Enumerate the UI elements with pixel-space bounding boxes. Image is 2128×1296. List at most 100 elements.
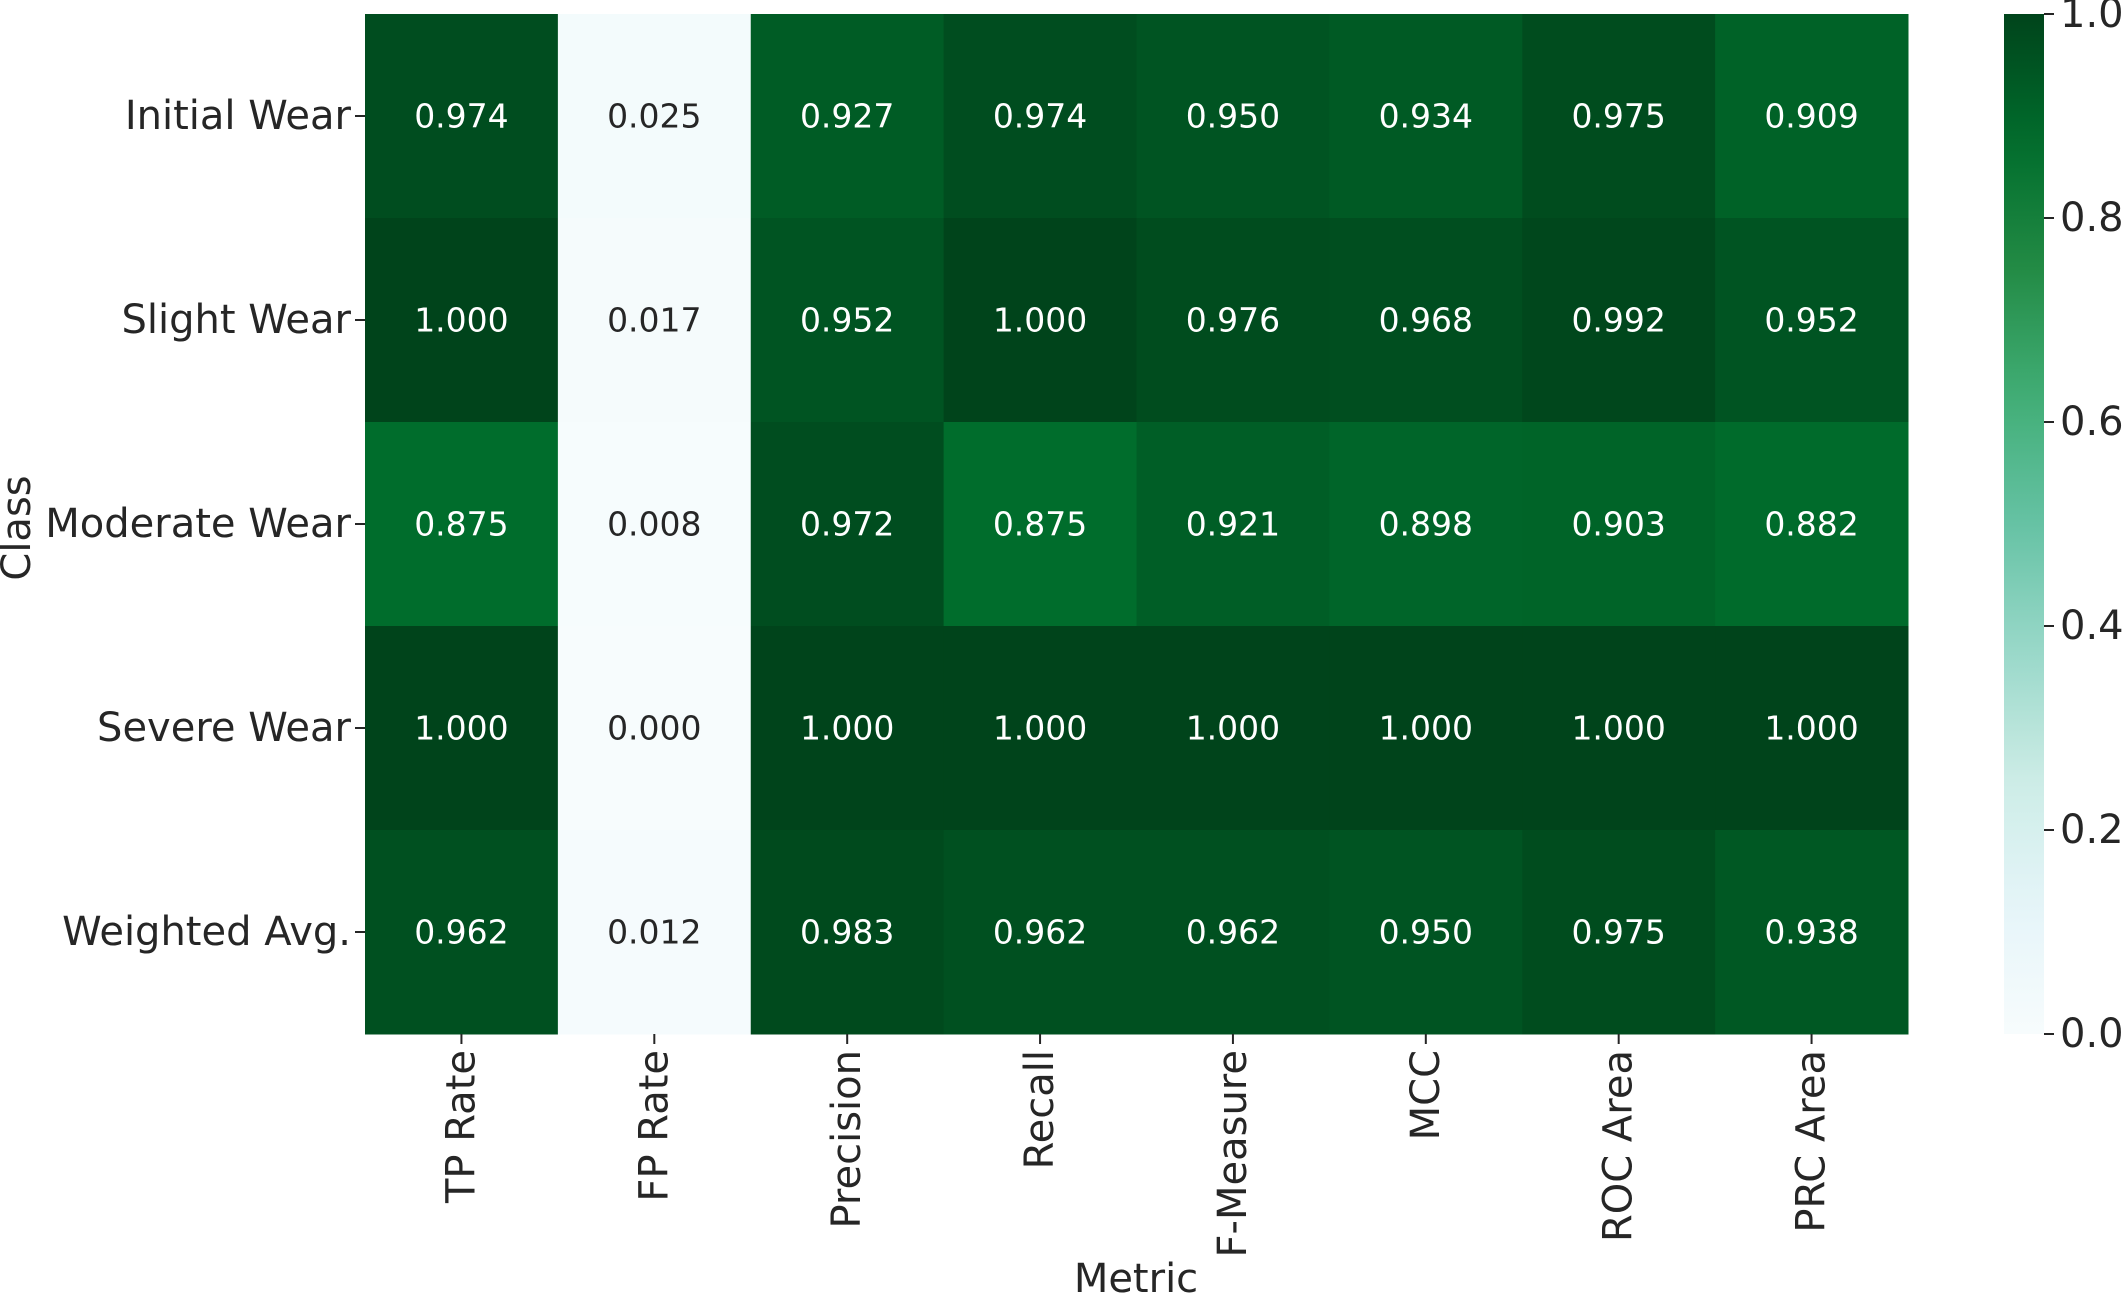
cell-value-label: 1.000 <box>1764 709 1858 748</box>
cell-value-label: 0.934 <box>1379 97 1473 136</box>
colorbar-gradient <box>2004 14 2044 1034</box>
x-tick-label: MCC <box>1403 1050 1449 1140</box>
cell-value-label: 0.992 <box>1571 301 1665 340</box>
heatmap-cell <box>1329 422 1523 627</box>
cell-value-label: 0.898 <box>1379 505 1473 544</box>
x-axis-title: Metric <box>1074 1256 1198 1296</box>
heatmap-cell <box>365 830 559 1035</box>
y-tick-label: Slight Wear <box>121 297 351 343</box>
heatmap-cell <box>1522 830 1716 1035</box>
cell-value-label: 0.976 <box>1186 301 1280 340</box>
heatmap-cell-labels: 0.974 0.025 0.927 0.974 0.950 0.934 0.975 0.909… <box>414 97 1859 952</box>
cell-value-label: 0.952 <box>1764 301 1858 340</box>
heatmap-cell <box>557 830 752 1035</box>
y-tick-label: Moderate Wear <box>45 501 351 547</box>
cell-value-label: 0.975 <box>1571 97 1665 136</box>
cell-value-label: 0.972 <box>800 505 894 544</box>
cell-value-label: 0.974 <box>993 97 1087 136</box>
heatmap-cell <box>1522 626 1716 831</box>
colorbar-tick-label: 0.8 <box>2060 195 2124 241</box>
colorbar-tick-label: 0.0 <box>2060 1011 2124 1057</box>
heatmap-cell <box>1329 626 1523 831</box>
x-tick-label: Recall <box>1017 1050 1063 1169</box>
x-tick-label: F-Measure <box>1210 1050 1256 1257</box>
heatmap-cell <box>557 422 752 627</box>
heatmap-cell <box>557 14 752 219</box>
x-axis-ticks: TP Rate FP Rate Precision Recall F-Measure MC… <box>438 1034 1835 1257</box>
cell-value-label: 1.000 <box>1379 709 1473 748</box>
heatmap-cell <box>943 830 1137 1035</box>
cell-value-label: 1.000 <box>1186 709 1280 748</box>
cell-value-label: 0.025 <box>607 97 701 136</box>
heatmap-cell <box>750 626 945 831</box>
colorbar-tick-label: 0.4 <box>2060 603 2124 649</box>
cell-value-label: 0.938 <box>1764 913 1858 952</box>
cell-value-label: 0.950 <box>1186 97 1280 136</box>
cell-value-label: 0.975 <box>1571 913 1665 952</box>
cell-value-label: 0.962 <box>993 913 1087 952</box>
heatmap-cell <box>1136 14 1330 219</box>
cell-value-label: 0.008 <box>607 505 701 544</box>
heatmap-cell <box>750 830 945 1035</box>
x-tick-label: FP Rate <box>631 1050 677 1202</box>
heatmap-cell <box>943 626 1137 831</box>
colorbar: 0.0 0.2 0.4 0.6 0.8 1.0 <box>2004 0 2124 1057</box>
y-axis-title: Class <box>0 475 40 580</box>
cell-value-label: 0.875 <box>414 505 508 544</box>
cell-value-label: 1.000 <box>993 301 1087 340</box>
cell-value-label: 1.000 <box>993 709 1087 748</box>
cell-value-label: 0.950 <box>1379 913 1473 952</box>
cell-value-label: 1.000 <box>414 301 508 340</box>
x-tick-label: Precision <box>824 1050 870 1228</box>
heatmap-cells <box>365 14 1909 1035</box>
heatmap-cell <box>1136 830 1330 1035</box>
cell-value-label: 0.017 <box>607 301 701 340</box>
x-tick-label: TP Rate <box>438 1050 484 1204</box>
cell-value-label: 0.000 <box>607 709 701 748</box>
y-axis-ticks: Initial Wear Slight Wear Moderate Wear Seve… <box>45 93 365 955</box>
cell-value-label: 0.882 <box>1764 505 1858 544</box>
cell-value-label: 0.952 <box>800 301 894 340</box>
cell-value-label: 0.983 <box>800 913 894 952</box>
colorbar-tick-label: 0.2 <box>2060 807 2124 853</box>
heatmap-cell <box>943 14 1137 219</box>
heatmap-cell <box>1136 422 1330 627</box>
heatmap-cell <box>750 422 945 627</box>
y-tick-label: Severe Wear <box>97 705 352 751</box>
cell-value-label: 0.875 <box>993 505 1087 544</box>
cell-value-label: 0.927 <box>800 97 894 136</box>
colorbar-tick-label: 0.6 <box>2060 399 2124 445</box>
cell-value-label: 0.962 <box>1186 913 1280 952</box>
y-tick-label: Initial Wear <box>125 93 352 139</box>
heatmap-cell <box>1522 14 1716 219</box>
x-tick-label: ROC Area <box>1596 1050 1642 1242</box>
heatmap-cell <box>1715 14 1909 219</box>
heatmap-cell <box>1329 218 1523 423</box>
cell-value-label: 0.903 <box>1571 505 1665 544</box>
heatmap-cell <box>1522 422 1716 627</box>
cell-value-label: 0.921 <box>1186 505 1280 544</box>
cell-value-label: 0.012 <box>607 913 701 952</box>
heatmap-cell <box>365 626 559 831</box>
heatmap-cell <box>557 626 752 831</box>
heatmap-cell <box>1715 422 1909 627</box>
cell-value-label: 0.974 <box>414 97 508 136</box>
colorbar-tick-label: 1.0 <box>2060 0 2124 37</box>
cell-value-label: 1.000 <box>800 709 894 748</box>
cell-value-label: 1.000 <box>1571 709 1665 748</box>
heatmap-cell <box>365 218 559 423</box>
heatmap-cell <box>1136 218 1330 423</box>
heatmap-cell <box>1715 626 1909 831</box>
cell-value-label: 0.909 <box>1764 97 1858 136</box>
cell-value-label: 1.000 <box>414 709 508 748</box>
heatmap-cell <box>1522 218 1716 423</box>
cell-value-label: 0.962 <box>414 913 508 952</box>
heatmap-cell <box>1136 626 1330 831</box>
heatmap-cell <box>365 422 559 627</box>
y-tick-label: Weighted Avg. <box>62 909 351 955</box>
heatmap-cell <box>943 422 1137 627</box>
heatmap-cell <box>1715 218 1909 423</box>
cell-value-label: 0.968 <box>1379 301 1473 340</box>
heatmap-cell <box>943 218 1137 423</box>
heatmap-cell <box>1329 14 1523 219</box>
